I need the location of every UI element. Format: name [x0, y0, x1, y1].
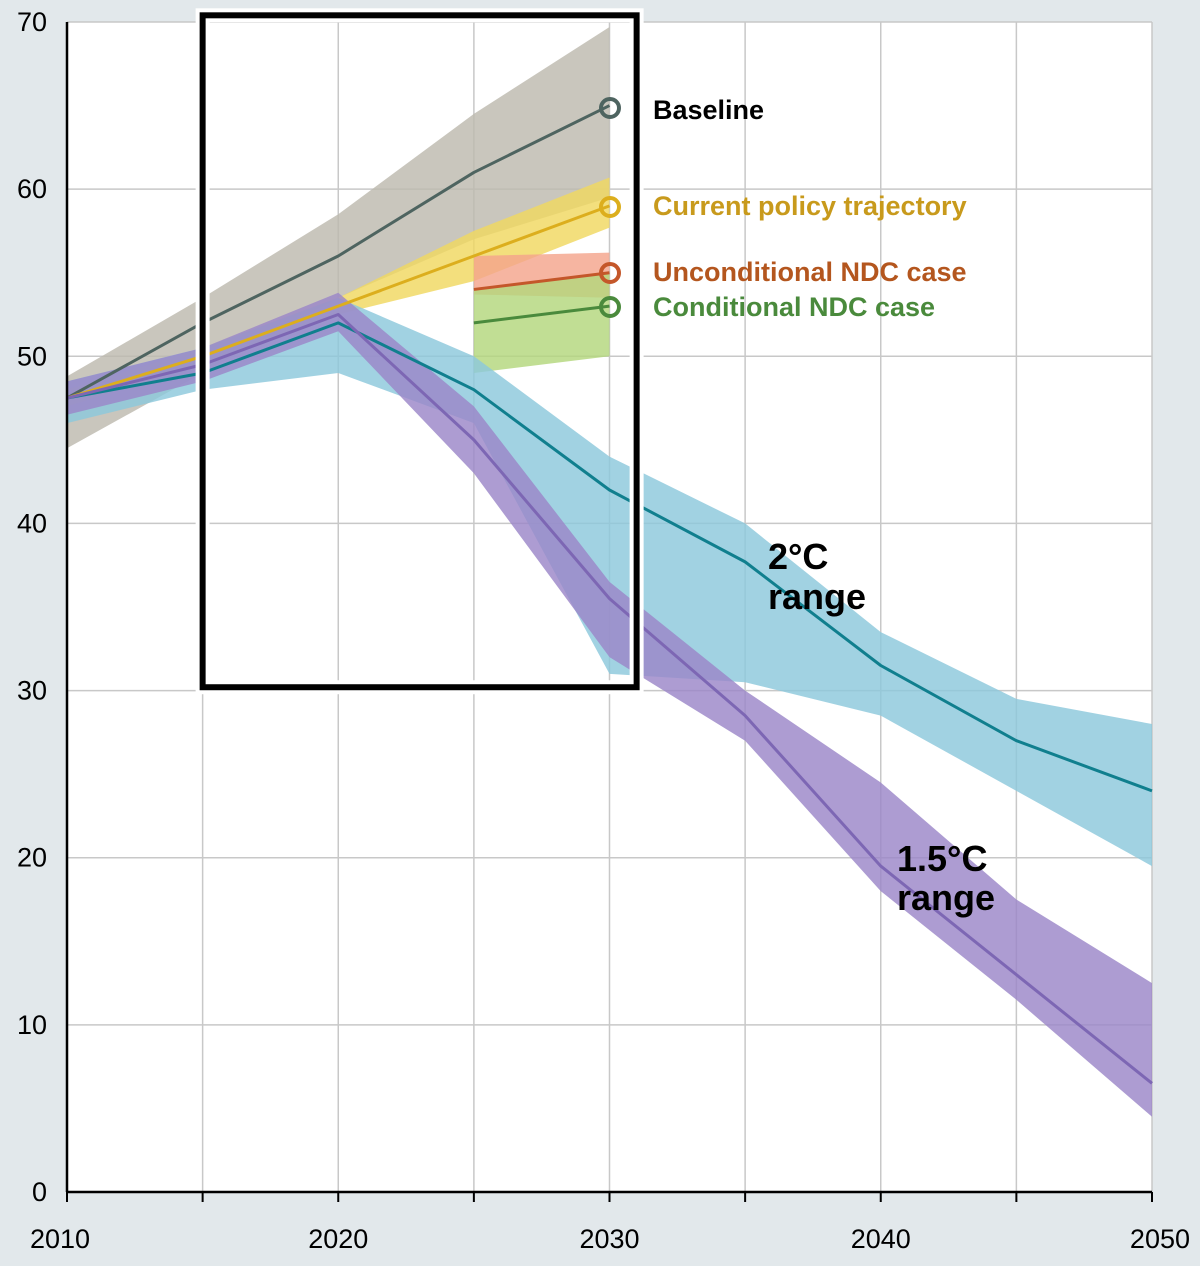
conditional-ndc-case-line	[473, 304, 610, 325]
highlight-box	[199, 12, 640, 691]
current-policy-end-marker	[599, 196, 621, 218]
2-c-range-line	[66, 321, 1153, 793]
y-tick-label: 20	[17, 843, 47, 873]
x-tick-label: 2020	[308, 1224, 368, 1254]
1-5-c-range-line	[66, 313, 1153, 1085]
baseline-label: Baseline	[653, 95, 764, 125]
conditional-ndc-label: Conditional NDC case	[653, 292, 935, 322]
range-15c-label-line2: range	[897, 877, 995, 918]
baseline-line	[66, 104, 611, 400]
unconditional-ndc-case-line	[473, 271, 610, 291]
y-tick-label: 40	[17, 508, 47, 538]
unconditional-ndc-label: Unconditional NDC case	[653, 257, 967, 287]
current-policy-label: Current policy trajectory	[653, 191, 967, 221]
unconditional-ndc-end-marker	[599, 262, 621, 284]
x-tick-label: 2010	[30, 1224, 90, 1254]
highlight-box-layer	[195, 8, 644, 695]
1-5-c-range-band	[67, 292, 1152, 1117]
range-2c-label-line2: range	[768, 576, 866, 617]
y-tick-label: 0	[32, 1177, 47, 1207]
x-tick-label: 2040	[851, 1224, 911, 1254]
x-tick-label: 2050	[1130, 1224, 1190, 1254]
current-policy-trajectory-line	[66, 204, 611, 400]
range-15c-label-line1: 1.5°C	[897, 838, 987, 879]
conditional-ndc-end-marker	[599, 296, 621, 318]
baseline-end-marker	[599, 97, 621, 119]
series-lines	[66, 104, 1153, 1085]
conditional-ndc-case-band	[473, 272, 610, 373]
range-2c-label-line1: 2°C	[768, 536, 828, 577]
y-tick-label: 60	[17, 174, 47, 204]
y-tick-label: 30	[17, 676, 47, 706]
y-tick-label: 70	[17, 7, 47, 37]
x-tick-label: 2030	[579, 1224, 639, 1254]
series-labels: Baseline Current policy trajectory Uncon…	[599, 95, 995, 918]
y-tick-label: 10	[17, 1010, 47, 1040]
y-tick-label: 50	[17, 341, 47, 371]
